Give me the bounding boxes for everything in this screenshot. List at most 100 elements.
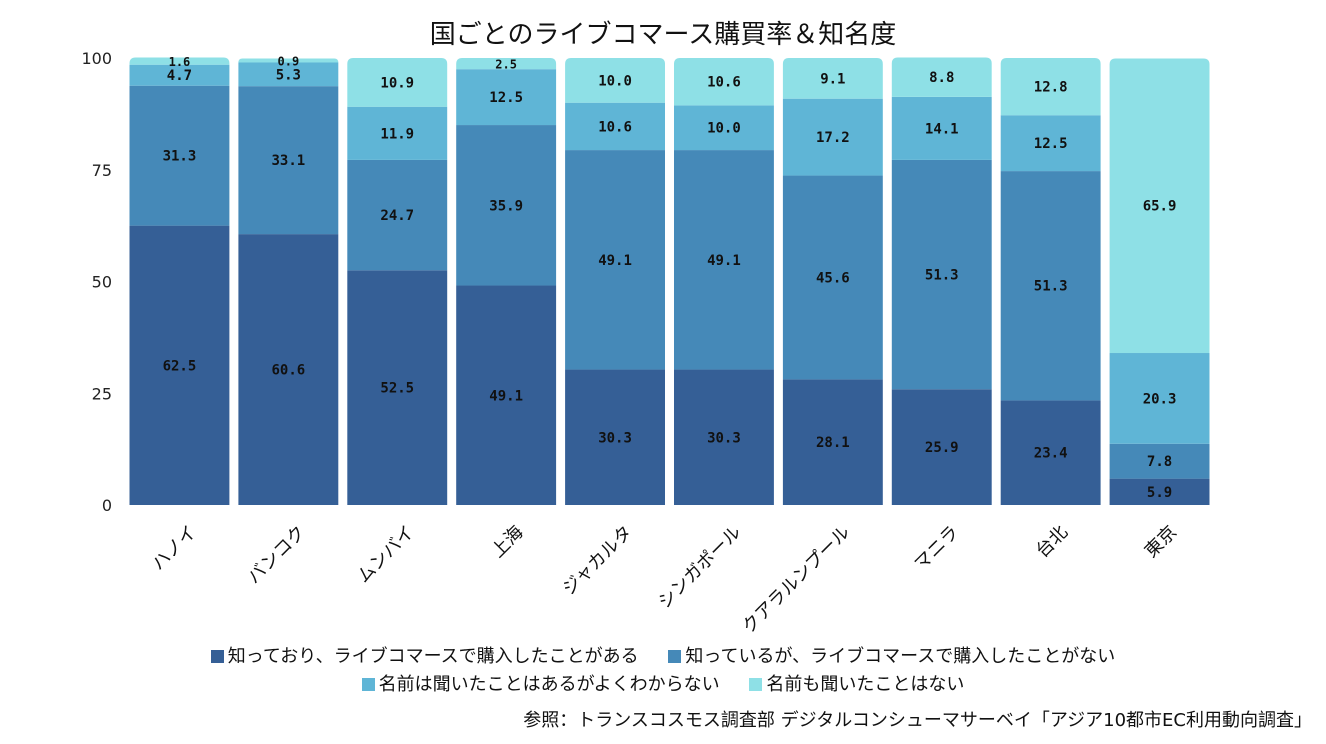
bar-segment-4-0 [565,369,665,505]
data-label-1-0: 60.6 [271,363,305,379]
bar-segment-8-2 [1000,115,1101,172]
x-tick-label-1: バンコク [243,522,309,588]
data-label-5-1: 49.1 [707,253,741,269]
x-tick-label-9: 東京 [1141,522,1181,562]
bar-segment-9-0 [1109,478,1210,505]
data-label-5-2: 10.0 [707,121,741,137]
chart-title: 国ごとのライブコマース購買率＆知名度 [429,20,897,50]
data-label-9-2: 20.3 [1143,391,1177,407]
bar-segment-5-3 [674,58,774,106]
source-note: 参照：トランスコスモス調査部 デジタルコンシューマサーベイ「アジア10都市EC利… [523,710,1312,731]
data-label-3-1: 35.9 [489,198,523,214]
legend-swatch-1 [210,650,224,663]
legend-row-2: 名前は聞いたことはあるがよくわからない 名前も聞いたことはない [0,670,1326,696]
data-label-7-1: 51.3 [925,268,959,284]
data-label-2-3: 10.9 [380,75,414,91]
x-tick-label-8: 台北 [1032,522,1072,562]
bar-segment-1-0 [238,234,339,506]
bar-segment-2-1 [347,159,448,271]
data-label-3-3: 2.5 [495,58,517,72]
bar-segment-4-3 [565,58,665,103]
data-label-8-2: 12.5 [1034,136,1068,152]
bar-segment-3-3 [456,58,557,70]
legend-item-2: 知っているが、ライブコマースで購入したことがない [668,642,1115,668]
data-label-0-2: 4.7 [167,68,192,84]
y-tick-label-25: 25 [92,384,112,403]
data-label-7-2: 14.1 [925,121,959,137]
data-label-9-1: 7.8 [1147,454,1172,470]
y-tick-label-75: 75 [92,161,112,180]
bar-segment-8-3 [1000,58,1101,116]
bar-segment-7-0 [891,389,992,505]
bar-segment-0-1 [129,85,230,226]
legend-item-1: 知っており、ライブコマースで購入したことがある [210,642,639,668]
data-label-3-2: 12.5 [489,90,523,106]
legend-row-1: 知っており、ライブコマースで購入したことがある 知っているが、ライブコマースで購… [0,642,1326,668]
data-label-2-0: 52.5 [380,381,414,397]
bar-segment-2-3 [347,58,448,107]
x-tick-label-6: クアラルンプール [738,522,854,638]
data-label-4-3: 10.0 [598,73,632,89]
bar-segment-0-2 [129,64,230,86]
legend-label-1: 知っており、ライブコマースで購入したことがある [227,646,639,667]
bar-segment-6-1 [782,175,883,380]
data-label-0-1: 31.3 [163,149,197,165]
data-label-4-0: 30.3 [598,430,632,446]
data-label-9-3: 65.9 [1143,199,1177,215]
data-label-7-0: 25.9 [925,440,959,456]
y-tick-label-50: 50 [92,273,112,292]
data-label-4-1: 49.1 [598,253,632,269]
data-label-6-1: 45.6 [816,270,850,286]
data-label-1-1: 33.1 [271,153,305,169]
bar-segment-1-1 [238,86,339,235]
bar-segment-6-3 [782,58,883,99]
x-tick-label-0: ハノイ [148,522,201,575]
bar-segment-3-1 [456,125,557,286]
data-label-8-3: 12.8 [1034,80,1068,96]
bar-segment-5-1 [674,150,774,370]
bar-segment-7-2 [891,96,992,160]
bar-segment-6-2 [782,98,883,176]
data-label-5-3: 10.6 [707,75,741,91]
data-label-0-0: 62.5 [163,358,197,374]
bar-segment-6-0 [782,379,883,505]
data-label-8-1: 51.3 [1034,279,1068,295]
bar-segment-3-2 [456,69,557,126]
bar-segment-4-1 [565,150,665,370]
legend-label-2: 知っているが、ライブコマースで購入したことがない [685,646,1116,667]
data-label-6-0: 28.1 [816,435,850,451]
x-tick-label-4: ジャカルタ [559,522,637,600]
legend-swatch-2 [668,650,682,663]
bar-segment-8-1 [1000,171,1101,401]
bar-segment-0-0 [129,225,230,505]
bar-segment-8-0 [1000,400,1101,505]
bar-segment-1-3 [238,58,339,63]
data-label-6-2: 17.2 [816,130,850,146]
bar-segment-3-0 [456,285,557,505]
data-label-2-1: 24.7 [380,208,414,224]
data-label-9-0: 5.9 [1147,485,1172,501]
x-tick-label-2: ムンバイ [353,522,419,588]
legend-label-4: 名前も聞いたことはない [766,674,965,695]
legend-swatch-3 [361,678,375,691]
data-label-5-0: 30.3 [707,430,741,446]
data-label-8-0: 23.4 [1034,446,1068,462]
x-tick-label-3: 上海 [487,522,527,562]
bar-segment-9-1 [1109,443,1210,479]
data-label-0-3: 1.6 [169,55,191,69]
bar-segment-5-2 [674,105,774,151]
data-label-3-0: 49.1 [489,388,523,404]
y-tick-label-0: 0 [102,496,112,515]
bar-segment-9-2 [1109,353,1210,444]
bar-segment-2-0 [347,270,448,505]
bar-segment-1-2 [238,62,339,87]
bar-segment-2-2 [347,106,448,160]
bar-segment-4-2 [565,102,665,151]
x-tick-label-7: マニラ [910,522,963,575]
data-label-2-2: 11.9 [380,126,414,142]
data-label-6-3: 9.1 [820,71,845,87]
bar-segment-0-3 [129,57,230,65]
data-label-7-3: 8.8 [929,70,954,86]
y-tick-label-100: 100 [81,49,112,68]
